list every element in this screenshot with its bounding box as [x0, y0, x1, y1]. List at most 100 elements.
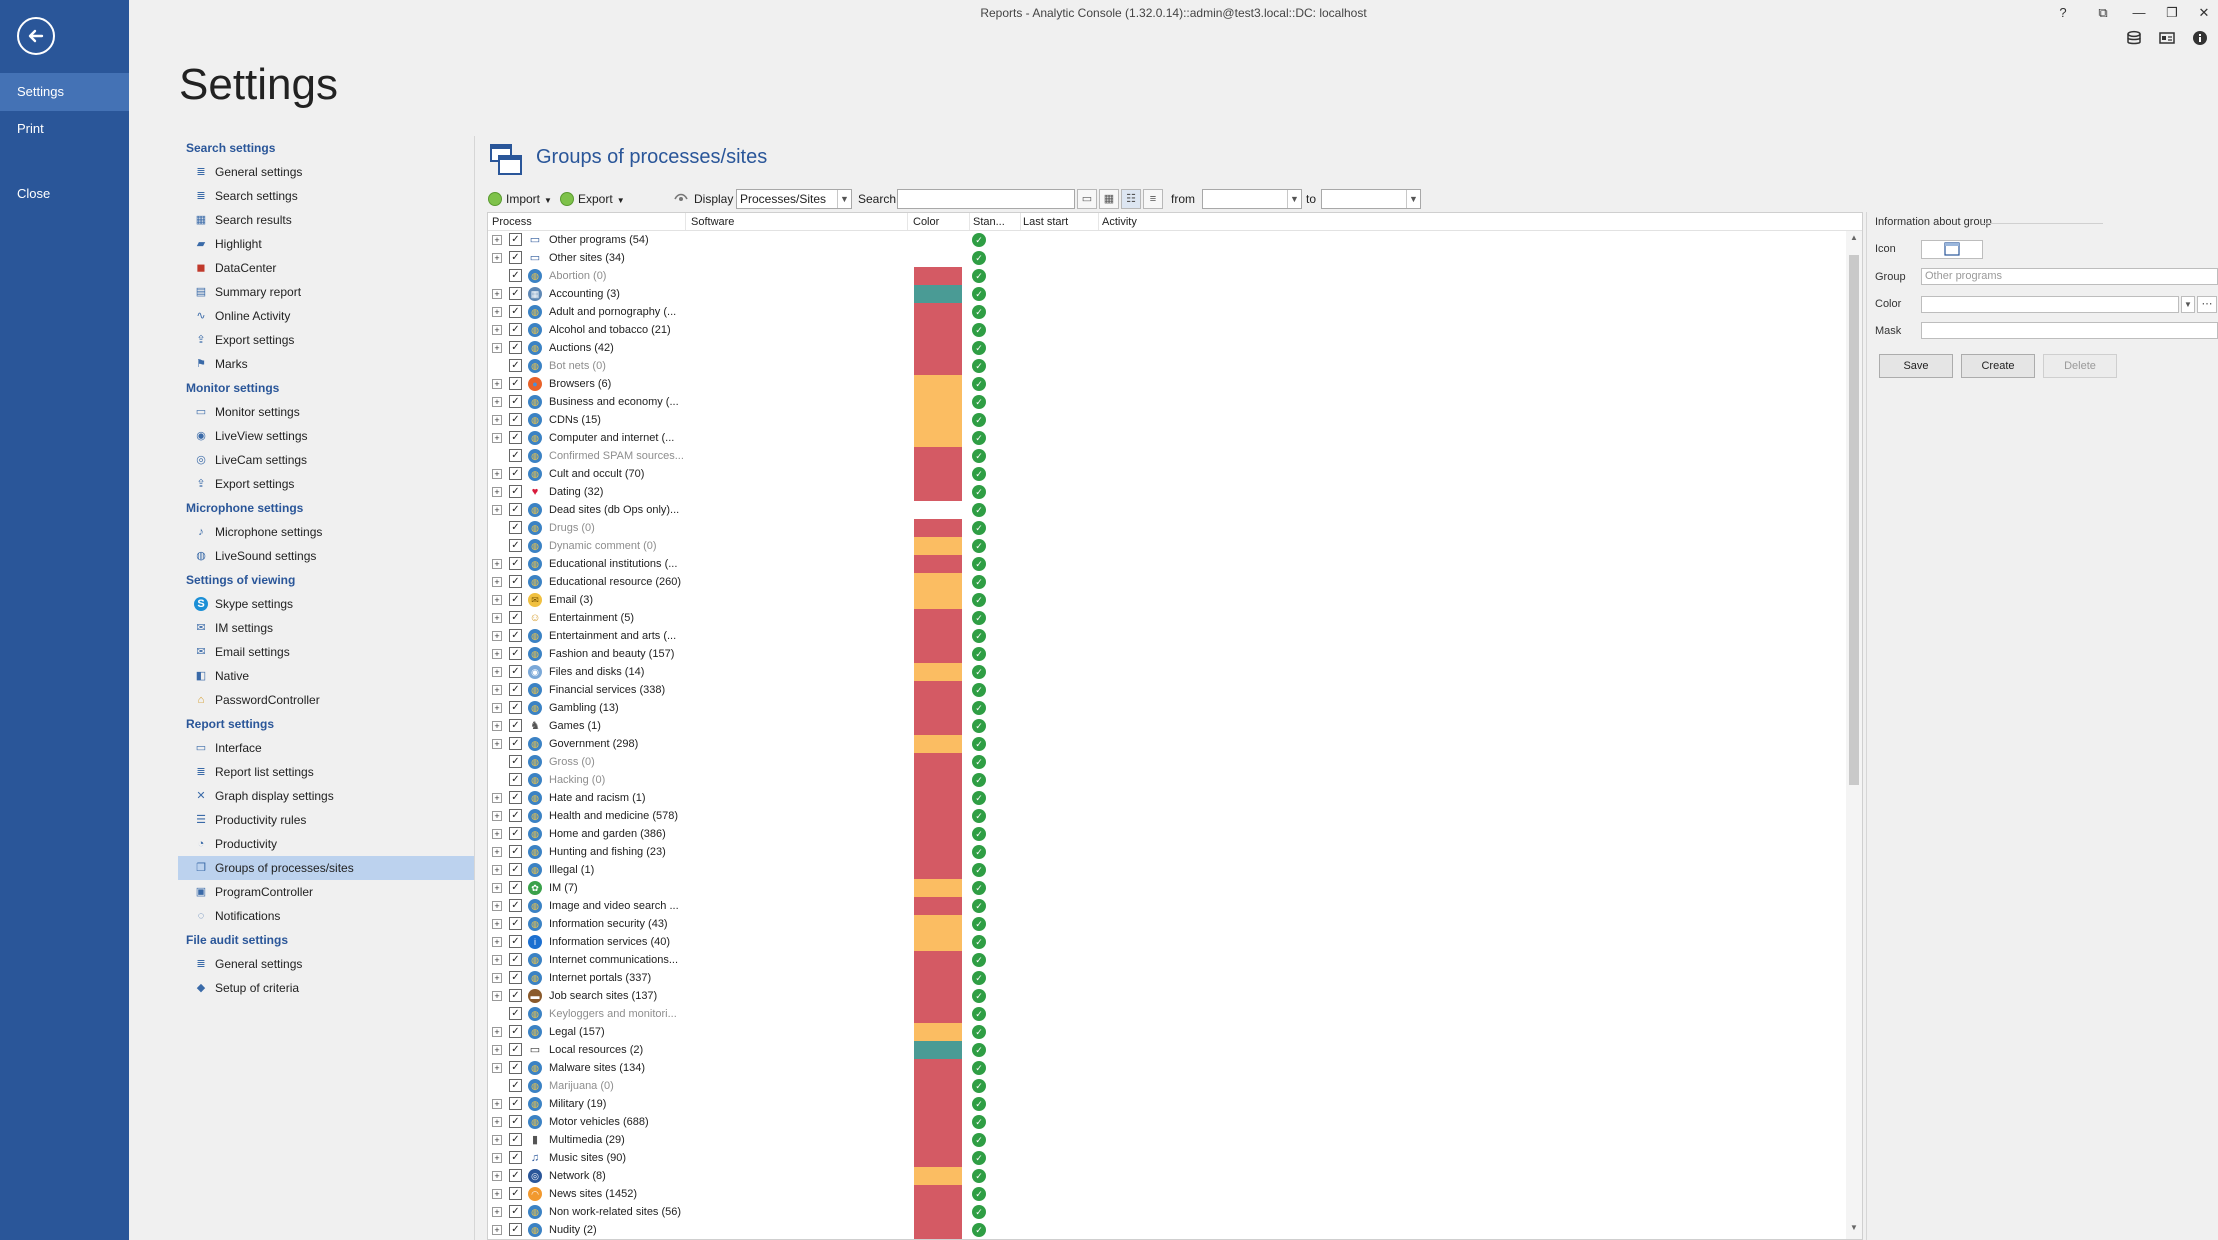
table-row[interactable]: ✓ ◍ Marijuana (0) ✓ — [488, 1077, 1846, 1095]
table-row[interactable]: + ✓ ◍ Educational resource (260) ✓ — [488, 573, 1846, 591]
expand-icon[interactable]: + — [492, 667, 502, 677]
row-checkbox[interactable]: ✓ — [509, 953, 522, 966]
row-checkbox[interactable]: ✓ — [509, 1223, 522, 1236]
row-checkbox[interactable]: ✓ — [509, 935, 522, 948]
expand-icon[interactable]: + — [492, 1045, 502, 1055]
expand-icon[interactable]: + — [492, 307, 502, 317]
create-button[interactable]: Create — [1961, 354, 2035, 378]
row-checkbox[interactable]: ✓ — [509, 1169, 522, 1182]
back-button[interactable] — [17, 17, 55, 55]
expand-icon[interactable]: + — [492, 1189, 502, 1199]
to-date-input[interactable]: ▼ — [1321, 189, 1421, 209]
expand-icon[interactable]: + — [492, 829, 502, 839]
restore-layout-button[interactable]: ⧉ — [2098, 5, 2108, 20]
display-select[interactable]: Processes/Sites ▼ — [736, 189, 852, 209]
nav-item[interactable]: ≣ General settings — [178, 952, 474, 976]
table-row[interactable]: + ✓ ◍ Alcohol and tobacco (21) ✓ — [488, 321, 1846, 339]
row-checkbox[interactable]: ✓ — [509, 1079, 522, 1092]
scroll-up-icon[interactable]: ▲ — [1850, 233, 1858, 242]
table-row[interactable]: + ✓ ◍ Entertainment and arts (... ✓ — [488, 627, 1846, 645]
expand-icon[interactable]: + — [492, 703, 502, 713]
table-row[interactable]: ✓ ◍ Keyloggers and monitori... ✓ — [488, 1005, 1846, 1023]
table-row[interactable]: + ✓ ◍ Legal (157) ✓ — [488, 1023, 1846, 1041]
table-row[interactable]: + ✓ ◍ Dead sites (db Ops only)... ✓ — [488, 501, 1846, 519]
expand-icon[interactable]: + — [492, 649, 502, 659]
table-row[interactable]: + ✓ ◍ Information security (43) ✓ — [488, 915, 1846, 933]
nav-item[interactable]: ◔ Productivity — [178, 832, 474, 856]
table-row[interactable]: + ✓ ▮ Multimedia (29) ✓ — [488, 1131, 1846, 1149]
table-row[interactable]: + ✓ ▭ Other programs (54) ✓ — [488, 231, 1846, 249]
column-header-activity[interactable]: Activity — [1102, 216, 1137, 228]
table-row[interactable]: + ✓ i Information services (40) ✓ — [488, 933, 1846, 951]
table-row[interactable]: + ✓ ◍ Image and video search ... ✓ — [488, 897, 1846, 915]
row-checkbox[interactable]: ✓ — [509, 485, 522, 498]
row-checkbox[interactable]: ✓ — [509, 827, 522, 840]
scroll-down-icon[interactable]: ▼ — [1850, 1223, 1858, 1232]
row-checkbox[interactable]: ✓ — [509, 413, 522, 426]
close-window-button[interactable]: ✕ — [2198, 5, 2210, 20]
row-checkbox[interactable]: ✓ — [509, 377, 522, 390]
row-checkbox[interactable]: ✓ — [509, 629, 522, 642]
table-row[interactable]: + ✓ ▦ Accounting (3) ✓ — [488, 285, 1846, 303]
row-checkbox[interactable]: ✓ — [509, 1061, 522, 1074]
expand-icon[interactable]: + — [492, 1225, 502, 1235]
row-checkbox[interactable]: ✓ — [509, 521, 522, 534]
row-checkbox[interactable]: ✓ — [509, 683, 522, 696]
table-row[interactable]: + ✓ ▭ Other sites (34) ✓ — [488, 249, 1846, 267]
row-checkbox[interactable]: ✓ — [509, 305, 522, 318]
row-checkbox[interactable]: ✓ — [509, 611, 522, 624]
table-row[interactable]: + ✓ ● Browsers (6) ✓ — [488, 375, 1846, 393]
color-field[interactable] — [1921, 296, 2179, 313]
table-row[interactable]: + ✓ ♫ Music sites (90) ✓ — [488, 1149, 1846, 1167]
row-checkbox[interactable]: ✓ — [509, 233, 522, 246]
nav-item[interactable]: ❐ Groups of processes/sites — [178, 856, 474, 880]
nav-item[interactable]: ◌ Notifications — [178, 904, 474, 928]
expand-icon[interactable]: + — [492, 325, 502, 335]
table-row[interactable]: + ✓ ◍ Internet communications... ✓ — [488, 951, 1846, 969]
expand-icon[interactable]: + — [492, 793, 502, 803]
table-row[interactable]: ✓ ◍ Gross (0) ✓ — [488, 753, 1846, 771]
row-checkbox[interactable]: ✓ — [509, 467, 522, 480]
expand-icon[interactable]: + — [492, 685, 502, 695]
view-window-button[interactable]: ▭ — [1077, 189, 1097, 209]
import-button[interactable]: Import ▼ — [488, 190, 552, 208]
row-checkbox[interactable]: ✓ — [509, 899, 522, 912]
expand-icon[interactable]: + — [492, 973, 502, 983]
row-checkbox[interactable]: ✓ — [509, 1007, 522, 1020]
database-icon[interactable] — [2123, 30, 2145, 52]
nav-item[interactable]: ♪ Microphone settings — [178, 520, 474, 544]
expand-icon[interactable]: + — [492, 955, 502, 965]
expand-icon[interactable]: + — [492, 415, 502, 425]
table-row[interactable]: ✓ ◍ Drugs (0) ✓ — [488, 519, 1846, 537]
table-row[interactable]: + ✓ ◍ Government (298) ✓ — [488, 735, 1846, 753]
expand-icon[interactable]: + — [492, 595, 502, 605]
expand-icon[interactable]: + — [492, 937, 502, 947]
expand-icon[interactable]: + — [492, 433, 502, 443]
column-header-process[interactable]: Process — [492, 216, 532, 228]
expand-icon[interactable]: + — [492, 289, 502, 299]
row-checkbox[interactable]: ✓ — [509, 269, 522, 282]
expand-icon[interactable]: + — [492, 1135, 502, 1145]
table-row[interactable]: + ✓ ◍ Military (19) ✓ — [488, 1095, 1846, 1113]
row-checkbox[interactable]: ✓ — [509, 1187, 522, 1200]
expand-icon[interactable]: + — [492, 469, 502, 479]
column-header-last-start[interactable]: Last start — [1023, 216, 1069, 228]
nav-item[interactable]: ⇪ Export settings — [178, 472, 474, 496]
row-checkbox[interactable]: ✓ — [509, 593, 522, 606]
row-checkbox[interactable]: ✓ — [509, 665, 522, 678]
expand-icon[interactable]: + — [492, 343, 502, 353]
nav-item[interactable]: ◆ Setup of criteria — [178, 976, 474, 1000]
id-card-icon[interactable] — [2156, 30, 2178, 52]
row-checkbox[interactable]: ✓ — [509, 863, 522, 876]
view-calendar-button[interactable]: ▦ — [1099, 189, 1119, 209]
row-checkbox[interactable]: ✓ — [509, 881, 522, 894]
table-row[interactable]: ✓ ◍ Abortion (0) ✓ — [488, 267, 1846, 285]
row-checkbox[interactable]: ✓ — [509, 323, 522, 336]
column-header-status[interactable]: Stan... — [973, 216, 1005, 228]
mask-field[interactable] — [1921, 322, 2218, 339]
row-checkbox[interactable]: ✓ — [509, 449, 522, 462]
table-row[interactable]: + ✓ ✿ IM (7) ✓ — [488, 879, 1846, 897]
row-checkbox[interactable]: ✓ — [509, 701, 522, 714]
expand-icon[interactable]: + — [492, 721, 502, 731]
row-checkbox[interactable]: ✓ — [509, 809, 522, 822]
